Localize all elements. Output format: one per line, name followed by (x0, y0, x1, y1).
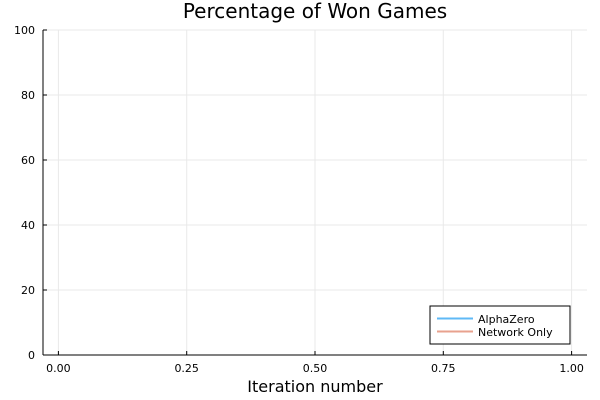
y-tick-label: 40 (21, 219, 35, 232)
grid-layer (43, 29, 587, 356)
x-tick-label: 1.00 (559, 362, 584, 375)
legend: AlphaZero Network Only (429, 305, 571, 345)
x-tick-label: 0.50 (303, 362, 328, 375)
chart-title: Percentage of Won Games (183, 0, 447, 23)
y-tick-label: 20 (21, 284, 35, 297)
x-axis-label: Iteration number (247, 377, 383, 396)
x-tick-label: 0.75 (431, 362, 456, 375)
tick-layer: 0.00 0.25 0.50 0.75 1.00 0 20 40 60 80 100 (14, 24, 584, 375)
x-tick-label: 0.25 (174, 362, 199, 375)
x-tick-label: 0.00 (46, 362, 71, 375)
legend-label-network-only: Network Only (478, 326, 553, 339)
legend-box (429, 305, 571, 345)
legend-label-alphazero: AlphaZero (478, 313, 535, 326)
y-tick-label: 0 (28, 349, 35, 362)
y-tick-label: 100 (14, 24, 35, 37)
y-tick-label: 60 (21, 154, 35, 167)
y-tick-label: 80 (21, 89, 35, 102)
